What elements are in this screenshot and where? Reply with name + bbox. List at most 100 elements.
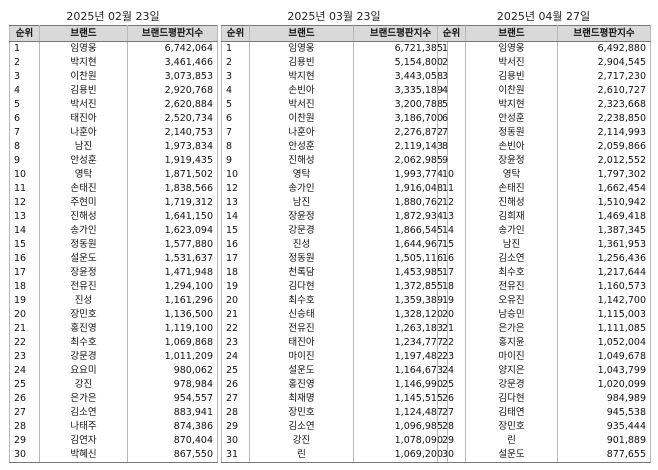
index-cell: 874,386 — [127, 420, 218, 434]
index-cell: 978,984 — [127, 378, 218, 392]
brand-cell: 진성 — [39, 294, 128, 308]
brand-cell: 진해성 — [39, 210, 128, 224]
ranking-block-mar: 2025년 03월 23일 순위 브랜드 브랜드평판지수 1 임영웅 6,721,385 2… — [221, 8, 448, 463]
index-header: 브랜드평판지수 — [353, 25, 448, 42]
table-row: 29 린 901,889 — [437, 434, 651, 448]
rank-cell: 3 — [437, 70, 466, 84]
index-cell: 1,919,435 — [127, 154, 218, 168]
index-cell: 6,492,880 — [557, 41, 651, 56]
rank-cell: 7 — [221, 126, 250, 140]
brand-cell: 은가은 — [465, 322, 558, 336]
table-row: 1 임영웅 6,492,880 — [437, 41, 651, 56]
rank-cell: 5 — [437, 98, 466, 112]
rank-cell: 3 — [9, 70, 40, 84]
brand-cell: 홍진영 — [249, 378, 354, 392]
rank-cell: 24 — [437, 364, 466, 378]
brand-cell: 강문경 — [39, 350, 128, 364]
table-row: 17 최수호 1,217,644 — [437, 266, 651, 280]
rank-cell: 25 — [9, 378, 40, 392]
brand-cell: 김소연 — [39, 406, 128, 420]
table-row: 24 요요미 980,062 — [9, 364, 218, 378]
index-cell: 1,471,948 — [127, 266, 218, 280]
rank-cell: 20 — [9, 308, 40, 322]
rank-cell: 17 — [221, 252, 250, 266]
table-row: 25 설운도 1,164,673 — [221, 364, 448, 378]
index-cell: 1,160,573 — [557, 280, 651, 294]
index-cell: 1,623,094 — [127, 224, 218, 238]
brand-cell: 손태진 — [465, 182, 558, 196]
header-row: 순위 브랜드 브랜드평판지수 — [437, 25, 651, 42]
table-row: 26 은가은 954,557 — [9, 392, 218, 406]
rank-cell: 2 — [221, 56, 250, 70]
rank-cell: 16 — [437, 252, 466, 266]
table-row: 14 송가인 1,387,345 — [437, 224, 651, 238]
index-cell: 877,655 — [557, 448, 651, 463]
rank-cell: 21 — [221, 308, 250, 322]
brand-cell: 영탁 — [249, 168, 354, 182]
table-row: 4 손빈아 3,335,189 — [221, 84, 448, 98]
table-row: 20 최수호 1,359,389 — [221, 294, 448, 308]
table-row: 17 정동원 1,505,116 — [221, 252, 448, 266]
index-cell: 1,993,774 — [353, 168, 448, 182]
table-row: 24 마이진 1,197,482 — [221, 350, 448, 364]
table-row: 15 강문경 1,866,545 — [221, 224, 448, 238]
brand-cell: 이찬원 — [39, 70, 128, 84]
table-row: 10 영탁 1,797,302 — [437, 168, 651, 182]
rank-cell: 20 — [221, 294, 250, 308]
brand-header: 브랜드 — [39, 25, 128, 42]
rank-cell: 9 — [437, 154, 466, 168]
index-cell: 1,838,566 — [127, 182, 218, 196]
rank-cell: 1 — [221, 41, 250, 56]
brand-cell: 김소연 — [249, 420, 354, 434]
brand-cell: 손태진 — [39, 182, 128, 196]
index-cell: 1,469,418 — [557, 210, 651, 224]
index-cell: 2,059,866 — [557, 140, 651, 154]
rank-cell: 31 — [221, 448, 250, 463]
table-row: 30 설운도 877,655 — [437, 448, 651, 463]
brand-cell: 나훈아 — [249, 126, 354, 140]
index-cell: 2,276,872 — [353, 126, 448, 140]
ranking-table: 순위 브랜드 브랜드평판지수 1 임영웅 6,742,064 2 박지현 3,461,466 3 이… — [9, 25, 218, 463]
rank-cell: 14 — [221, 210, 250, 224]
rank-cell: 14 — [437, 224, 466, 238]
index-cell: 1,096,985 — [353, 420, 448, 434]
table-row: 10 영탁 1,871,502 — [9, 168, 218, 182]
table-row: 12 주현미 1,719,312 — [9, 196, 218, 210]
index-cell: 3,073,853 — [127, 70, 218, 84]
rank-cell: 30 — [9, 448, 40, 463]
index-cell: 1,359,389 — [353, 294, 448, 308]
table-row: 21 신승태 1,328,120 — [221, 308, 448, 322]
table-row: 13 남진 1,880,762 — [221, 196, 448, 210]
rank-cell: 11 — [9, 182, 40, 196]
index-cell: 1,387,345 — [557, 224, 651, 238]
table-row: 3 박지현 3,443,058 — [221, 70, 448, 84]
table-row: 6 이찬원 3,186,700 — [221, 112, 448, 126]
table-row: 26 김다현 984,989 — [437, 392, 651, 406]
table-row: 31 린 1,069,200 — [221, 448, 448, 463]
brand-cell: 박서진 — [249, 98, 354, 112]
index-cell: 1,146,990 — [353, 378, 448, 392]
index-cell: 2,062,985 — [353, 154, 448, 168]
brand-cell: 마이진 — [465, 350, 558, 364]
brand-cell: 강문경 — [465, 378, 558, 392]
index-cell: 3,461,466 — [127, 56, 218, 70]
table-row: 9 안성훈 1,919,435 — [9, 154, 218, 168]
rank-cell: 29 — [221, 420, 250, 434]
index-cell: 6,742,064 — [127, 41, 218, 56]
table-row: 26 홍진영 1,146,990 — [221, 378, 448, 392]
rank-cell: 26 — [9, 392, 40, 406]
rank-header: 순위 — [437, 25, 466, 42]
rank-cell: 5 — [9, 98, 40, 112]
index-cell: 2,920,768 — [127, 84, 218, 98]
index-cell: 1,510,942 — [557, 196, 651, 210]
rank-cell: 15 — [9, 238, 40, 252]
index-cell: 1,662,454 — [557, 182, 651, 196]
index-cell: 935,444 — [557, 420, 651, 434]
rank-cell: 19 — [221, 280, 250, 294]
rank-cell: 4 — [9, 84, 40, 98]
table-row: 28 장민호 935,444 — [437, 420, 651, 434]
rank-cell: 4 — [221, 84, 250, 98]
rank-cell: 25 — [437, 378, 466, 392]
brand-cell: 강진 — [39, 378, 128, 392]
table-row: 7 나훈아 2,140,753 — [9, 126, 218, 140]
